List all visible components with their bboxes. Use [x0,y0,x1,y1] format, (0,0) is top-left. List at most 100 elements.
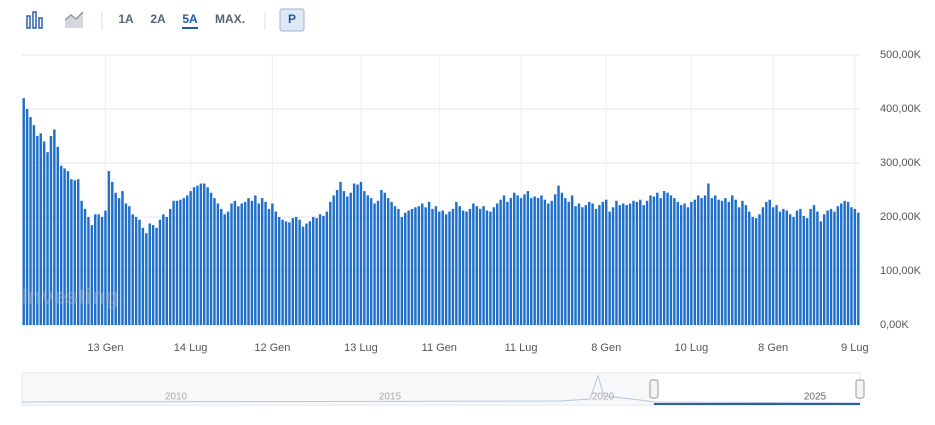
bar [59,165,63,325]
bar [90,225,94,325]
bar [145,233,148,325]
bar [32,125,36,325]
bar [274,211,278,325]
bar [523,194,526,325]
bar [294,217,298,325]
bar [584,205,588,325]
bar [404,212,407,325]
bar [448,211,451,325]
mode-button-bg[interactable] [279,8,305,32]
bar [203,183,206,325]
bar [785,210,788,325]
bar [257,203,260,325]
bar [761,207,765,325]
navigator-handle[interactable] [855,379,865,399]
bar [533,196,536,325]
bar [117,198,121,325]
bar [121,191,124,325]
area-icon[interactable] [64,11,84,28]
bar [502,195,506,325]
bar [267,208,271,325]
bar [516,195,519,325]
bar [577,203,581,325]
bar [128,206,131,325]
range-button[interactable]: 2A [150,12,166,26]
bar [70,179,73,325]
bar [97,214,100,325]
bar [840,203,843,325]
bar [363,191,366,325]
bar [165,217,169,325]
bar [172,200,175,325]
bar [342,191,346,325]
bar [332,195,335,325]
bar [513,192,516,325]
range-button[interactable]: 1A [118,12,134,26]
bar [151,225,155,325]
mode-button[interactable]: P [288,12,296,26]
bar [305,223,308,325]
bar [679,205,683,325]
bar [29,117,32,325]
bar [318,214,322,325]
y-tick-label: 0,00K [880,319,909,331]
bar [277,217,281,325]
bar [778,211,782,325]
bar [49,136,53,325]
bar [472,203,475,325]
bar [250,200,254,325]
bar [741,200,744,325]
bar [373,203,376,325]
bar [812,205,816,325]
bar [570,195,574,325]
bar [482,206,485,325]
bar [138,219,141,325]
bar [461,210,465,325]
x-tick-label: 10 Lug [675,342,709,354]
bar-icon[interactable] [26,11,43,29]
bar [397,208,400,325]
bar [649,195,652,325]
bar [315,218,318,325]
bar [816,211,819,325]
bar [233,200,237,325]
bar [369,198,373,325]
bar [604,199,608,325]
bar [291,218,295,325]
bar [799,208,802,325]
bar [853,208,857,325]
bar [199,183,203,325]
bar [768,199,771,325]
bar [216,203,220,325]
bar [788,214,792,325]
bar [329,201,332,325]
bar [114,192,117,325]
navigator-mask [22,373,654,405]
bar [846,201,850,325]
bar [526,191,530,325]
bar [39,133,42,325]
bar [802,215,806,325]
range-button[interactable]: MAX. [215,12,245,26]
bar [111,181,114,325]
bar [795,210,799,325]
bar [434,206,438,325]
range-button-active[interactable]: 5A [182,12,198,26]
bar [107,171,111,325]
bar [192,187,196,325]
bar [325,211,329,325]
bar [618,205,622,325]
bar [281,219,284,325]
bar [717,199,720,325]
bar [386,198,390,325]
bar [94,214,97,325]
x-tick-label: 8 Gen [758,342,788,354]
bar [495,203,499,325]
navigator-year: 2020 [592,392,615,403]
bar [298,219,301,325]
bar [189,191,192,325]
navigator-handle[interactable] [649,379,659,399]
bar [158,219,162,325]
bar [383,192,387,325]
